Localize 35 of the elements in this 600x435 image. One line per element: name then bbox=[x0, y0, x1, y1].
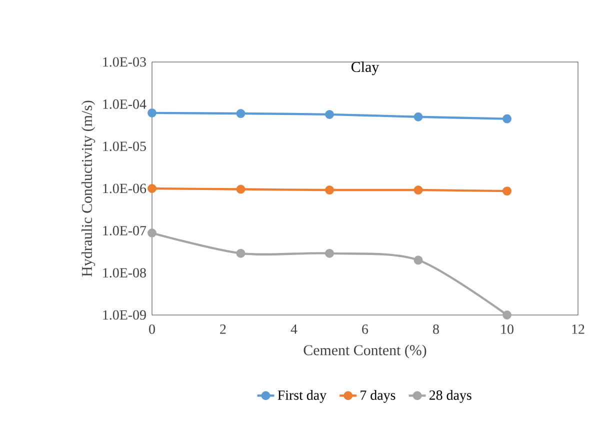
point bbox=[502, 114, 512, 124]
point bbox=[148, 108, 156, 118]
x-tick-label: 0 bbox=[149, 324, 155, 334]
x-tick-label: 2 bbox=[220, 324, 226, 334]
legend-label: First day bbox=[278, 390, 326, 403]
y-axis-title: Hydraulic Conductivity (m/s) bbox=[82, 100, 96, 276]
point bbox=[325, 110, 334, 119]
x-tick-label: 4 bbox=[290, 324, 298, 334]
x-tick-label: 12 bbox=[572, 324, 584, 334]
x-tick-label: 8 bbox=[433, 324, 439, 334]
y-tick-label: 1.0E-09 bbox=[103, 310, 146, 320]
y-tick-label: 1.0E-04 bbox=[103, 99, 146, 109]
point bbox=[414, 186, 423, 195]
y-tick-label: 1.0E-03 bbox=[103, 57, 146, 67]
y-tick-label: 1.0E-08 bbox=[103, 268, 146, 278]
point bbox=[414, 256, 423, 265]
point bbox=[325, 186, 334, 195]
point bbox=[502, 310, 512, 320]
point bbox=[236, 248, 246, 258]
point bbox=[148, 228, 156, 238]
point bbox=[236, 184, 246, 194]
y-tick-label: 1.0E-05 bbox=[103, 142, 146, 152]
point bbox=[502, 186, 512, 196]
legend-label: 7 days bbox=[360, 390, 396, 403]
chart-title: Clay bbox=[352, 62, 380, 76]
x-axis-title: Cement Content (%) bbox=[304, 344, 426, 358]
point bbox=[148, 184, 156, 193]
y-tick-label: 1.0E-06 bbox=[103, 184, 146, 194]
x-tick-label: 10 bbox=[501, 324, 514, 334]
point bbox=[236, 109, 246, 118]
x-tick-label: 6 bbox=[362, 324, 368, 334]
point bbox=[325, 248, 334, 258]
y-tick-label: 1.0E-07 bbox=[103, 226, 146, 236]
point bbox=[414, 112, 423, 122]
legend-label: 28 days bbox=[429, 390, 472, 403]
